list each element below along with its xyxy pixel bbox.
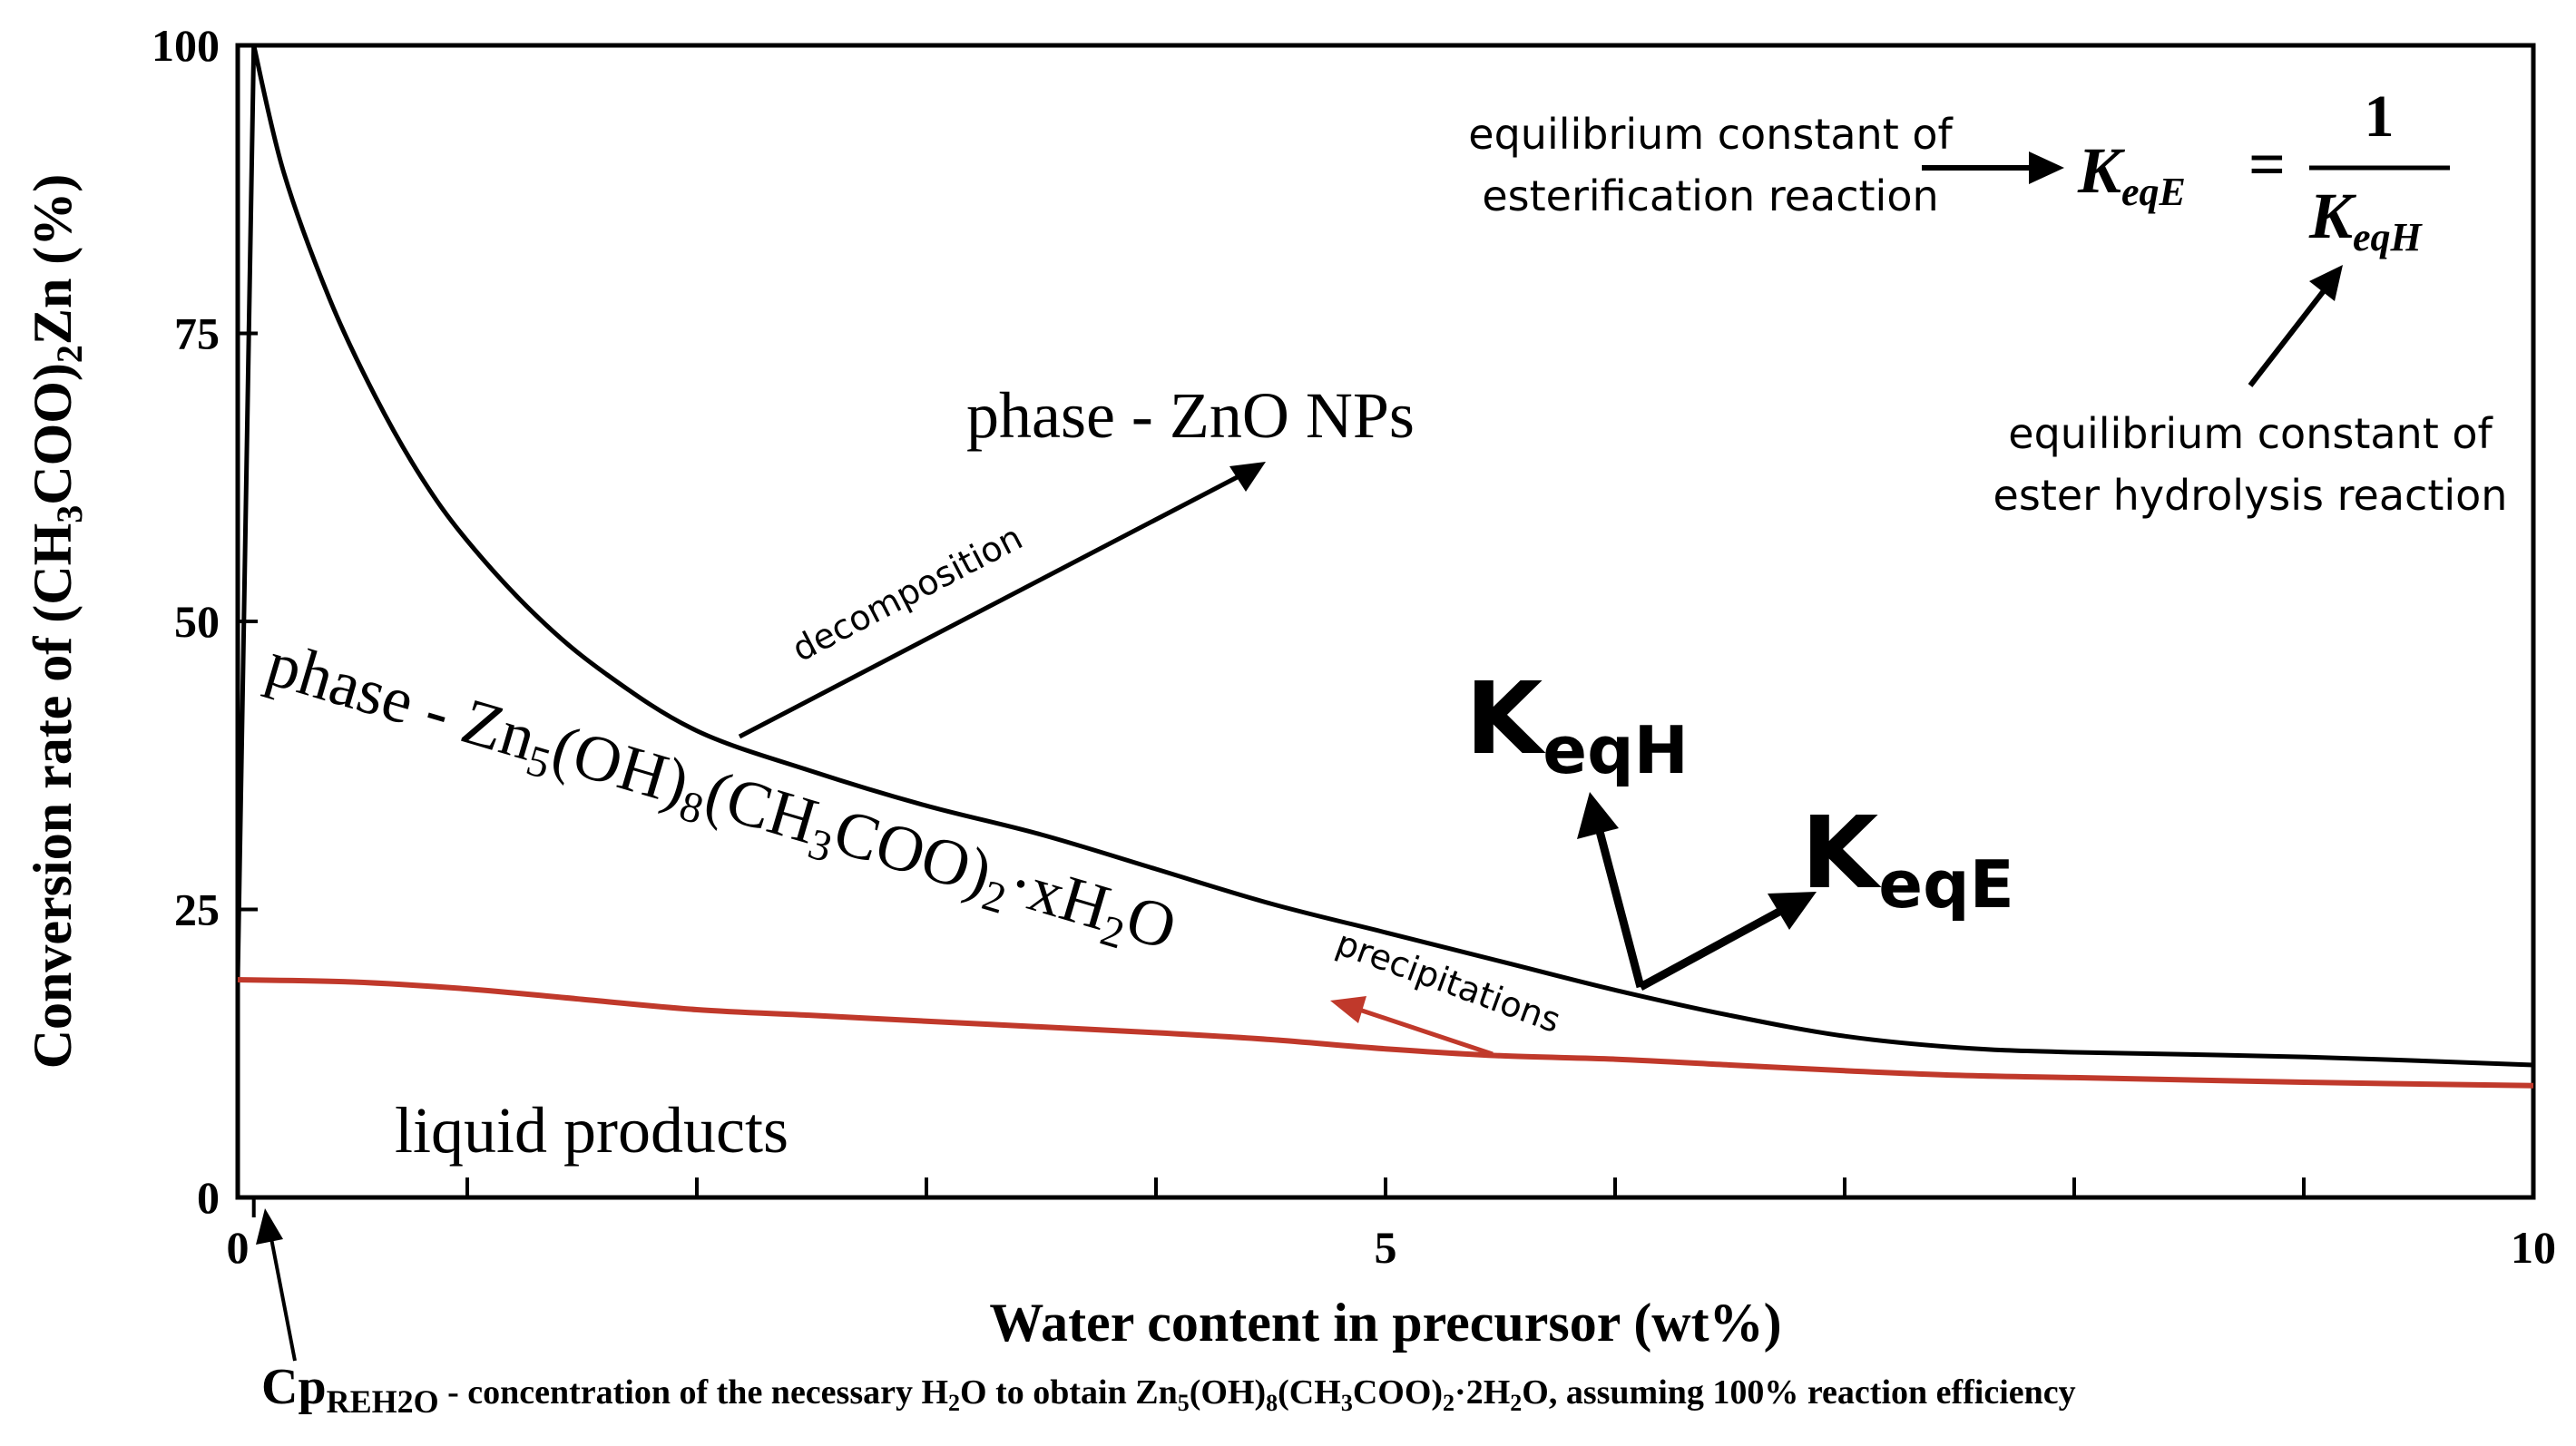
x-tick-label: 0 [227,1222,250,1273]
hydrolysis-line2: ester hydrolysis reaction [1993,471,2508,520]
y-tick-label: 75 [174,308,220,359]
hydrolysis-line1: equilibrium constant of [2008,409,2493,458]
formula-numerator: 1 [2365,83,2395,150]
region-label-zn5: phase - Zn5(OH)8(CH3COO)2·xH2O [257,627,1184,972]
decomposition-label: decomposition [786,517,1029,669]
cp-marker-arrow [269,1233,297,1362]
y-tick-label: 50 [174,596,220,647]
decomposition-arrow [738,469,1249,739]
plot-frame [235,43,2536,1200]
decomposition-arrowhead [1229,462,1266,492]
footnote: CpREH2O - concentration of the necessary… [261,1359,2076,1420]
x-axis-ticks: 0 5 10 [227,1177,2556,1273]
y-tick-label: 100 [152,20,220,71]
keqh-arrow [1592,819,1645,989]
precipitations-arrow [1356,1006,1494,1057]
esterification-line2: esterification reaction [1482,171,1938,220]
x-axis-title: Water content in precursor (wt%) [989,1293,1781,1353]
hydrolysis-arrowhead [2309,265,2343,301]
series-line-liquid-boundary [237,977,2534,1089]
keqe-arrow [1638,904,1790,991]
y-tick-label: 25 [174,884,220,935]
region-label-zno: phase - ZnO NPs [966,379,1415,452]
series-line-zno-boundary [235,44,2534,1068]
keqh-label: KeqH [1465,660,1689,788]
formula-equals: = [2248,128,2286,200]
x-tick-label: 10 [2511,1222,2556,1273]
precipitations-arrowhead [1330,996,1366,1023]
x-tick-label: 5 [1375,1222,1397,1273]
y-axis-title: Conversion rate of (CH3COO)2Zn (%) [23,174,90,1070]
keqe-arrowhead [1768,892,1817,930]
y-tick-label: 0 [197,1172,220,1223]
keqh-arrowhead [1577,792,1619,839]
esterification-arrowhead [2029,151,2064,184]
keqe-label: KeqE [1801,795,2014,923]
formula-lhs: KeqE [2077,134,2186,214]
formula-denominator: KeqH [2308,180,2424,259]
region-label-liquid: liquid products [395,1094,788,1167]
precipitations-label: precipitations [1331,923,1566,1041]
hydrolysis-arrow [2248,287,2328,387]
cp-marker-arrowhead [256,1208,283,1245]
esterification-line1: equilibrium constant of [1468,110,1954,159]
